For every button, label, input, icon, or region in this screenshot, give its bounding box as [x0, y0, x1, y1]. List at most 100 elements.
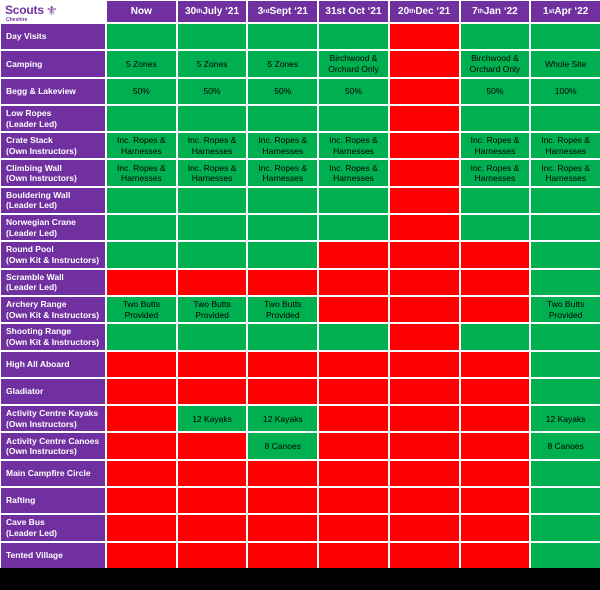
- availability-cell: [107, 269, 176, 295]
- availability-cell: Birchwood & Orchard Only: [319, 51, 388, 77]
- availability-cell: 50%: [107, 78, 176, 104]
- row-label: Tented Village: [1, 542, 105, 568]
- availability-cell: Two Butts Provided: [177, 296, 247, 323]
- availability-cell: [177, 215, 247, 241]
- column-header-4: 31st Oct ‘21: [319, 1, 388, 22]
- availability-cell: [389, 187, 459, 214]
- scouts-logo: Scouts ⚜ Cheshire: [1, 1, 105, 22]
- availability-cell: [531, 187, 600, 214]
- availability-cell: 8 Canoes: [531, 433, 600, 459]
- availability-cell: Inc. Ropes & Harnesses: [531, 133, 600, 159]
- availability-cell: Two Butts Provided: [107, 296, 176, 323]
- availability-cell: Two Butts Provided: [531, 296, 600, 323]
- row-label: Begg & Lakeview: [1, 78, 105, 104]
- availability-cell: [389, 542, 459, 568]
- row-label: Main Campfire Circle: [1, 460, 105, 487]
- availability-cell: Inc. Ropes & Harnesses: [248, 160, 318, 186]
- availability-cell: [248, 488, 318, 514]
- availability-cell: [389, 160, 459, 186]
- availability-cell: [107, 215, 176, 241]
- availability-cell: [389, 324, 459, 350]
- availability-cell: [460, 242, 530, 268]
- availability-cell: [107, 24, 176, 50]
- availability-cell: [531, 269, 600, 295]
- availability-cell: [177, 269, 247, 295]
- availability-cell: [319, 378, 388, 405]
- scouts-wordmark: Scouts: [5, 3, 44, 17]
- availability-cell: [389, 24, 459, 50]
- availability-cell: [107, 351, 176, 377]
- row-label: Low Ropes (Leader Led): [1, 105, 105, 132]
- availability-cell: [248, 269, 318, 295]
- availability-cell: [319, 187, 388, 214]
- availability-cell: [319, 215, 388, 241]
- availability-cell: Inc. Ropes & Harnesses: [319, 133, 388, 159]
- row-label: Norwegian Crane (Leader Led): [1, 215, 105, 241]
- availability-cell: [460, 215, 530, 241]
- availability-cell: [531, 542, 600, 568]
- availability-cell: [107, 542, 176, 568]
- availability-cell: [319, 105, 388, 132]
- availability-cell: [319, 460, 388, 487]
- row-label: Round Pool (Own Kit & Instructors): [1, 242, 105, 268]
- availability-cell: [107, 242, 176, 268]
- availability-cell: Two Butts Provided: [248, 296, 318, 323]
- availability-cell: [531, 515, 600, 541]
- row-label: Scramble Wall (Leader Led): [1, 269, 105, 295]
- row-label: Rafting: [1, 488, 105, 514]
- availability-cell: 12 Kayaks: [531, 406, 600, 432]
- availability-cell: [107, 406, 176, 432]
- row-label: Camping: [1, 51, 105, 77]
- availability-cell: [248, 542, 318, 568]
- row-label: Archery Range (Own Kit & Instructors): [1, 296, 105, 323]
- availability-cell: 12 Kayaks: [248, 406, 318, 432]
- availability-cell: [177, 542, 247, 568]
- availability-cell: [107, 460, 176, 487]
- availability-cell: [460, 351, 530, 377]
- availability-cell: [389, 133, 459, 159]
- availability-cell: [460, 542, 530, 568]
- availability-cell: [319, 24, 388, 50]
- row-label: Activity Centre Canoes (Own Instructors): [1, 433, 105, 459]
- availability-cell: [460, 24, 530, 50]
- row-label: Shooting Range (Own Kit & Instructors): [1, 324, 105, 350]
- availability-cell: [177, 187, 247, 214]
- availability-cell: Inc. Ropes & Harnesses: [319, 160, 388, 186]
- availability-cell: [177, 460, 247, 487]
- row-label: Activity Centre Kayaks (Own Instructors): [1, 406, 105, 432]
- row-label: Cave Bus (Leader Led): [1, 515, 105, 541]
- availability-cell: [389, 515, 459, 541]
- availability-cell: [177, 105, 247, 132]
- availability-cell: [389, 269, 459, 295]
- availability-cell: 5 Zones: [177, 51, 247, 77]
- availability-cell: [460, 296, 530, 323]
- availability-cell: 50%: [460, 78, 530, 104]
- availability-cell: [389, 296, 459, 323]
- availability-cell: [460, 324, 530, 350]
- availability-cell: [389, 215, 459, 241]
- availability-cell: [177, 24, 247, 50]
- availability-cell: [531, 24, 600, 50]
- availability-cell: Inc. Ropes & Harnesses: [107, 160, 176, 186]
- availability-cell: [248, 105, 318, 132]
- availability-cell: [319, 351, 388, 377]
- availability-cell: [107, 515, 176, 541]
- availability-cell: [460, 378, 530, 405]
- availability-cell: [107, 488, 176, 514]
- availability-cell: [531, 351, 600, 377]
- availability-cell: [460, 460, 530, 487]
- availability-cell: [107, 433, 176, 459]
- availability-cell: [248, 187, 318, 214]
- availability-cell: [531, 460, 600, 487]
- availability-cell: [460, 105, 530, 132]
- availability-cell: [248, 515, 318, 541]
- availability-cell: [248, 324, 318, 350]
- availability-cell: [460, 187, 530, 214]
- availability-cell: [248, 24, 318, 50]
